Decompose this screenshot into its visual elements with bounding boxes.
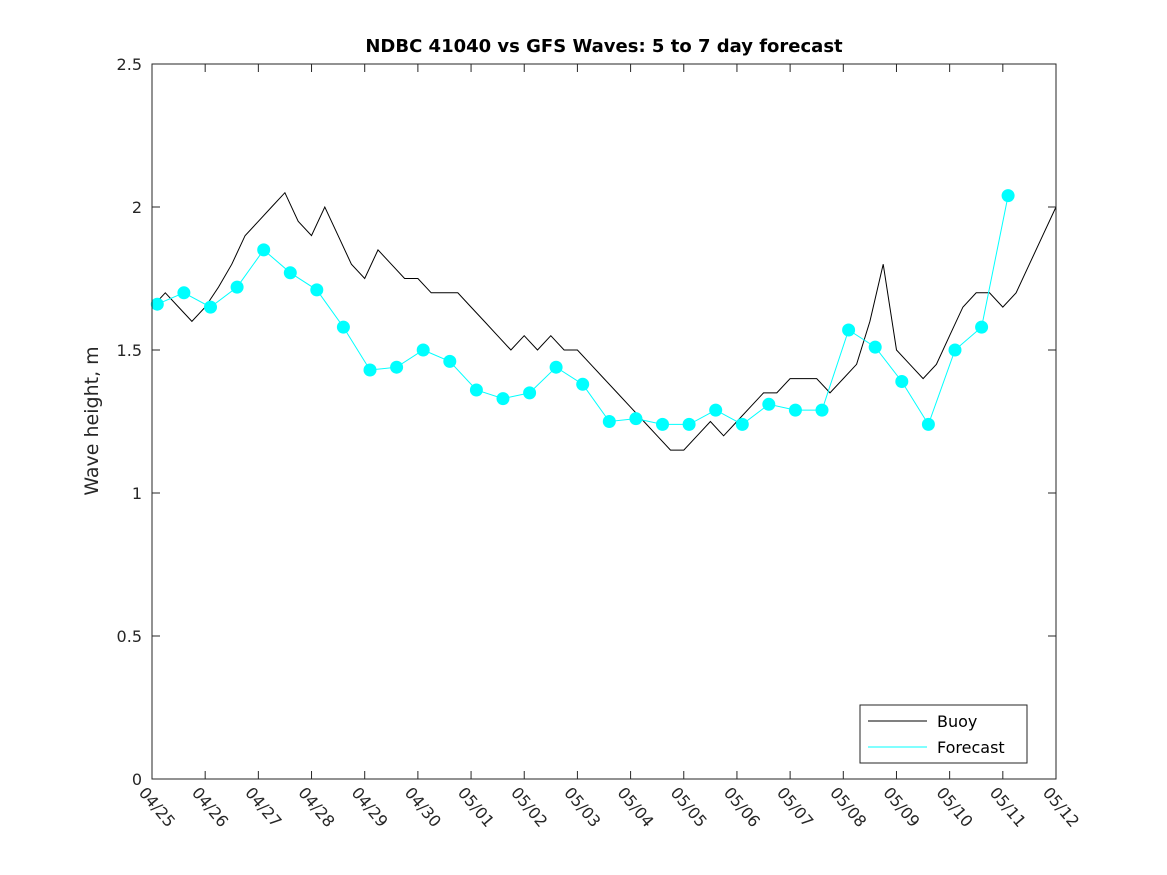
forecast-marker [496,392,510,406]
forecast-marker [363,363,377,377]
forecast-marker [177,286,191,300]
forecast-marker [709,403,723,417]
chart-title: NDBC 41040 vs GFS Waves: 5 to 7 day fore… [365,36,843,57]
forecast-marker [1001,189,1015,203]
forecast-marker [762,397,776,411]
forecast-marker [842,323,856,337]
y-tick-label: 1.5 [117,341,142,360]
forecast-marker [895,375,909,388]
forecast-marker [150,297,164,311]
forecast-marker [310,283,324,297]
y-tick-label: 1 [132,484,142,503]
forecast-marker [948,343,962,357]
forecast-marker [656,417,669,431]
forecast-marker [921,417,935,431]
forecast-marker [469,383,483,397]
forecast-marker [549,360,563,374]
buoy-series-line [151,191,1057,451]
forecast-marker [204,300,217,314]
forecast-marker [390,360,404,374]
forecast-marker [975,320,989,334]
y-tick-label: 2.5 [117,55,142,74]
forecast-marker [629,412,643,426]
y-tick-label: 0.5 [117,627,142,646]
forecast-marker [283,266,297,280]
forecast-marker [443,354,457,368]
y-axis-label: Wave height, m [81,346,103,495]
legend-buoy-label: Buoy [937,712,977,731]
forecast-marker [257,243,271,257]
forecast-marker [416,343,430,357]
legend: Buoy Forecast [859,704,1028,764]
forecast-marker [682,417,696,431]
legend-forecast-label: Forecast [937,738,1005,757]
forecast-marker [230,280,244,294]
forecast-marker [868,340,882,354]
forecast-marker [576,377,590,391]
forecast-marker [788,403,802,417]
y-tick-label: 0 [132,770,142,789]
plot-area: 00.511.522.504/25 04/26 04/27 04/28 04/29 04/… [117,55,1084,831]
forecast-marker [523,386,537,400]
y-tick-label: 2 [132,198,142,217]
legend-box [859,704,1028,764]
forecast-marker [602,415,616,428]
forecast-marker [336,320,350,334]
axes-box [151,63,1057,780]
forecast-marker [735,417,749,431]
forecast-marker [815,403,829,417]
